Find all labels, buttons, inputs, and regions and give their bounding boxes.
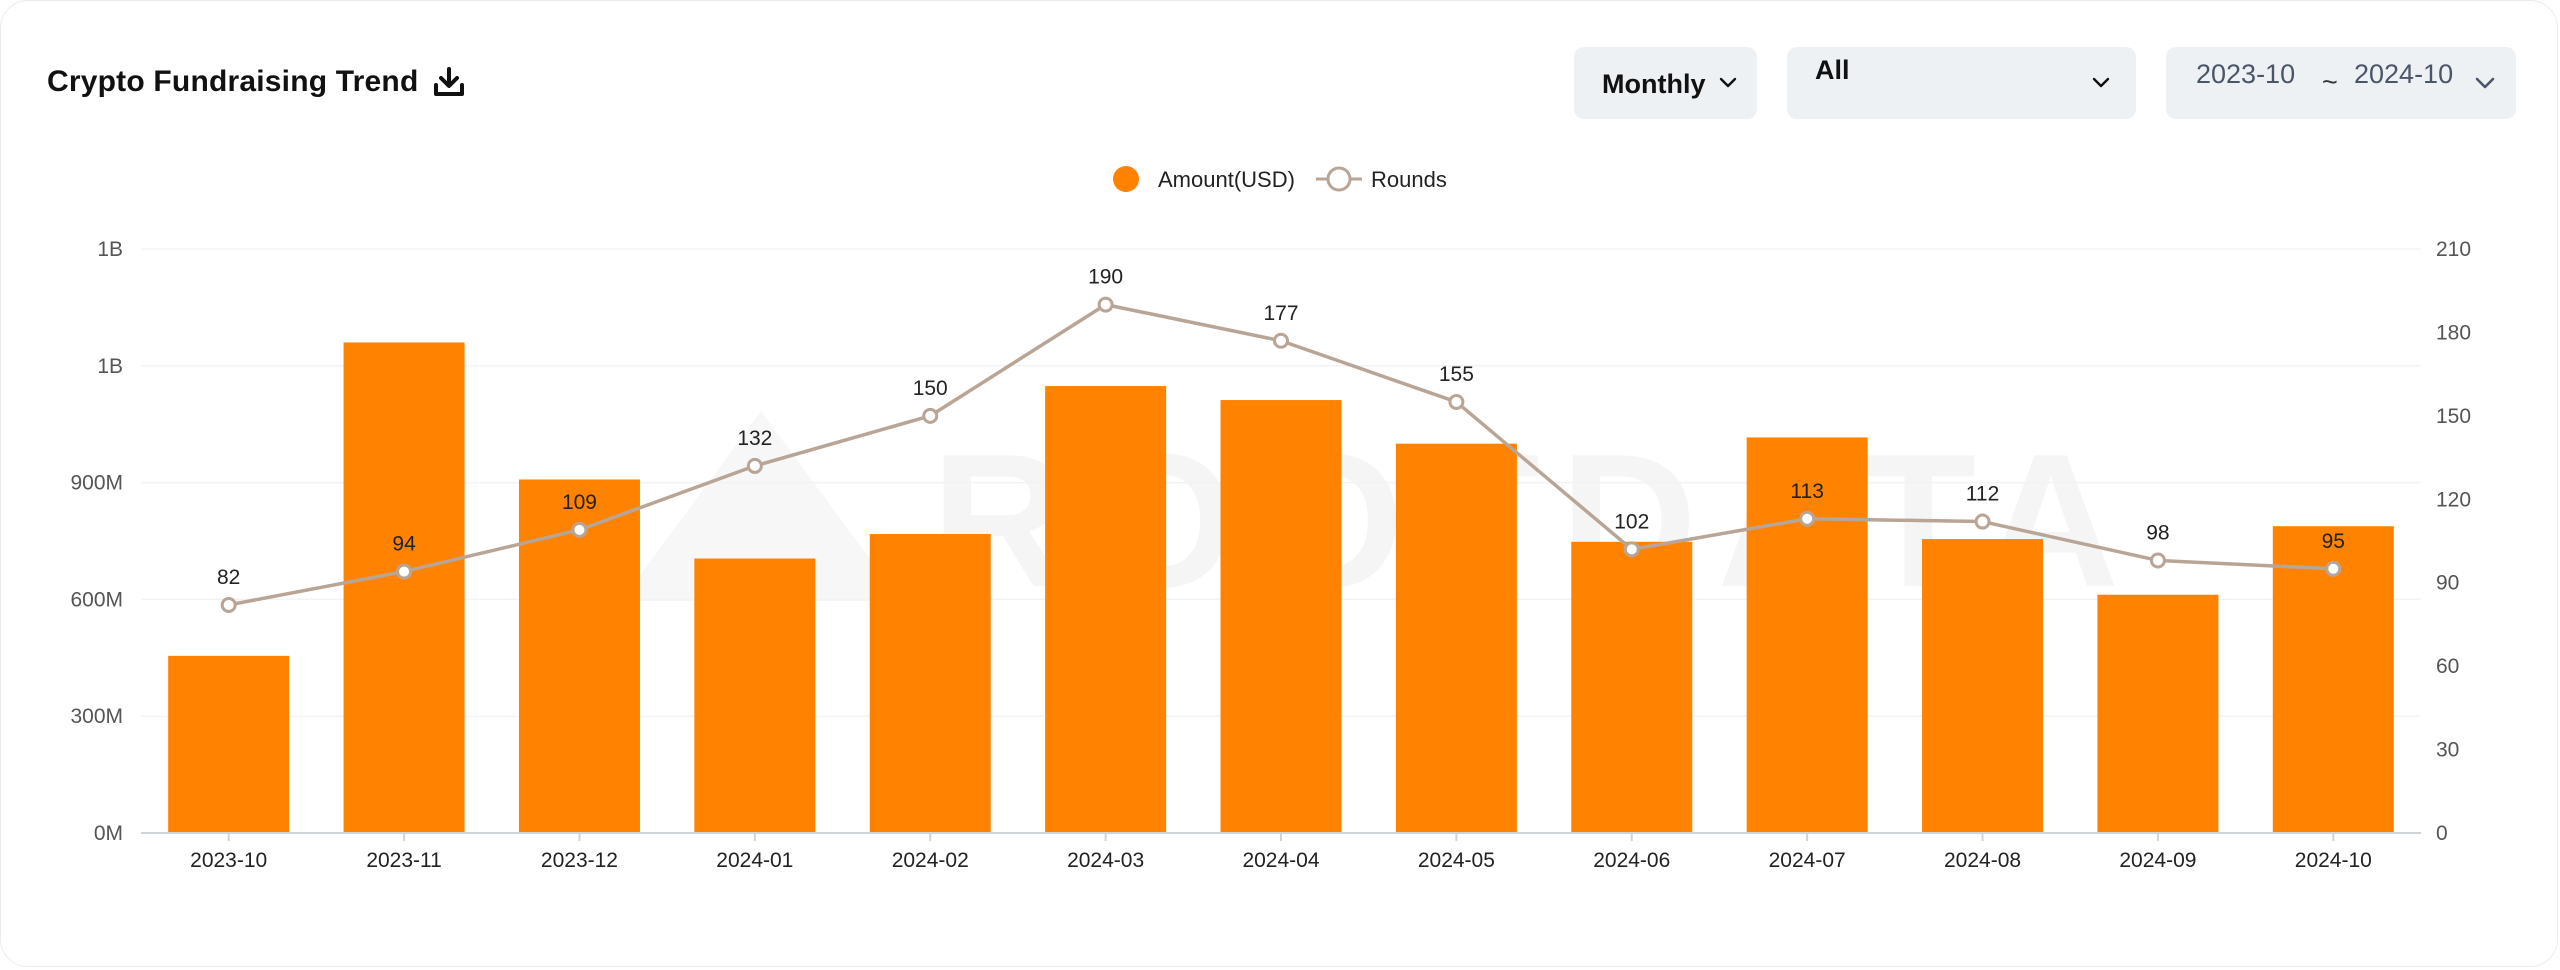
period-select-label: Monthly: [1602, 69, 1706, 99]
rounds-point-2024-06[interactable]: [1623, 541, 1640, 558]
rounds-point-2024-03[interactable]: [1097, 296, 1114, 313]
y-right-tick-label: 0: [2436, 822, 2448, 845]
bar-2024-07[interactable]: [1746, 437, 1868, 833]
legend-amount-label[interactable]: Amount(USD): [1158, 167, 1295, 192]
rounds-data-label: 132: [737, 427, 772, 450]
rounds-data-label: 102: [1614, 510, 1649, 533]
rounds-data-label: 112: [1966, 483, 1999, 506]
rounds-data-label: 94: [392, 533, 416, 556]
date-range-picker[interactable]: 2023-10 ~ 2024-10: [2166, 47, 2516, 119]
bar-2024-06[interactable]: [1571, 541, 1693, 833]
x-axis: 2023-10 2023-11 2023-12 2024-01 2024-02 2024-…: [141, 832, 2421, 872]
y-right-tick-label: 60: [2436, 655, 2459, 678]
y-left-tick-label: 300M: [70, 705, 123, 728]
rounds-point-2023-10[interactable]: [220, 596, 237, 613]
y-right-tick-label: 30: [2436, 739, 2459, 762]
x-tick-label: 2024-08: [1944, 849, 2021, 872]
rounds-point-2024-01[interactable]: [746, 457, 763, 474]
y-axis-left: 0M 300M 600M 900M 1B 1B: [70, 238, 123, 845]
x-tick-label: 2023-11: [366, 849, 442, 872]
x-tick-label: 2024-06: [1593, 849, 1670, 872]
x-tick-label: 2024-04: [1242, 849, 1319, 872]
bar-2024-09[interactable]: [2097, 594, 2219, 833]
rounds-point-2024-07[interactable]: [1799, 510, 1816, 527]
x-tick-label: 2023-12: [541, 849, 618, 872]
rounds-point-2024-08[interactable]: [1974, 513, 1991, 530]
bar-2024-01[interactable]: [694, 558, 816, 833]
rounds-data-label: 150: [913, 377, 948, 400]
date-start[interactable]: 2023-10: [2196, 59, 2296, 89]
rounds-point-2023-12[interactable]: [571, 521, 588, 538]
y-left-tick-label: 600M: [70, 588, 123, 611]
chevron-down-icon: [1719, 77, 1737, 88]
period-select[interactable]: Monthly: [1574, 47, 1757, 119]
y-right-tick-label: 210: [2436, 238, 2471, 261]
x-tick-label: 2024-09: [2119, 849, 2196, 872]
rounds-data-label: 82: [217, 566, 240, 589]
category-select[interactable]: All: [1787, 47, 2136, 119]
y-right-tick-label: 150: [2436, 405, 2471, 428]
bar-2024-02[interactable]: [869, 533, 991, 833]
date-end[interactable]: 2024-10: [2354, 59, 2454, 89]
y-left-tick-label: 1B: [97, 238, 123, 261]
rounds-data-label: 109: [562, 491, 597, 514]
x-tick-label: 2023-10: [190, 849, 267, 872]
y-axis-right: 0 30 60 90 120 150 180 210: [2436, 238, 2471, 845]
bar-2024-05[interactable]: [1395, 443, 1517, 833]
chart-title: Crypto Fundraising Trend: [47, 65, 419, 98]
rounds-point-2024-09[interactable]: [2149, 552, 2166, 569]
y-right-tick-label: 120: [2436, 488, 2471, 511]
bar-2023-11[interactable]: [343, 342, 465, 833]
bar-2024-03[interactable]: [1045, 386, 1167, 833]
rounds-data-label: 177: [1263, 302, 1298, 325]
legend[interactable]: Amount(USD) Rounds: [1113, 166, 1447, 192]
legend-rounds-label[interactable]: Rounds: [1371, 167, 1447, 192]
y-right-tick-label: 90: [2436, 572, 2459, 595]
rounds-point-2024-04[interactable]: [1273, 332, 1289, 349]
rounds-point-2024-05[interactable]: [1448, 393, 1465, 410]
bar-2023-10[interactable]: [168, 655, 290, 833]
x-tick-label: 2024-10: [2295, 849, 2372, 872]
bar-series: [168, 342, 2394, 833]
rounds-point-2023-11[interactable]: [396, 563, 413, 580]
x-tick-label: 2024-01: [716, 849, 793, 872]
legend-amount-marker[interactable]: [1113, 166, 1139, 192]
rounds-data-label: 113: [1790, 480, 1823, 503]
chevron-down-icon: [2475, 77, 2495, 89]
legend-rounds-marker[interactable]: [1326, 166, 1352, 192]
bar-2024-08[interactable]: [1922, 539, 2044, 833]
bar-2024-04[interactable]: [1220, 400, 1342, 833]
y-right-tick-label: 180: [2436, 321, 2471, 344]
download-icon[interactable]: [431, 65, 467, 101]
x-tick-label: 2024-03: [1067, 849, 1144, 872]
y-left-tick-label: 900M: [70, 472, 123, 495]
category-select-label: All: [1815, 55, 1850, 85]
line-series: 82 94 109 132 150 190 177 155 102 113 112 98 95: [217, 266, 2345, 613]
rounds-data-label: 95: [2322, 530, 2345, 553]
y-left-tick-label: 0M: [94, 822, 123, 845]
x-tick-label: 2024-02: [892, 849, 969, 872]
rounds-data-label: 98: [2146, 521, 2169, 544]
rounds-data-label: 190: [1088, 266, 1123, 289]
rounds-point-2024-10[interactable]: [2325, 560, 2342, 577]
rounds-point-2024-02[interactable]: [922, 407, 939, 424]
x-tick-label: 2024-05: [1418, 849, 1495, 872]
bar-2024-10[interactable]: [2272, 526, 2394, 833]
y-left-tick-label: 1B: [97, 355, 123, 378]
chevron-down-icon: [2092, 77, 2110, 88]
date-separator: ~: [2322, 67, 2338, 97]
x-tick-label: 2024-07: [1769, 849, 1846, 872]
rounds-data-label: 155: [1439, 363, 1474, 386]
